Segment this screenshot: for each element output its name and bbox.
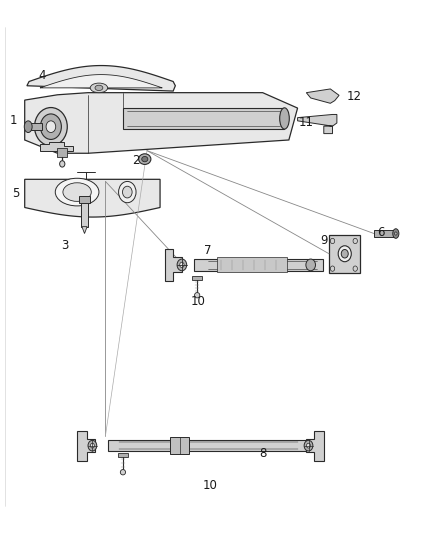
Bar (192, 276, 202, 280)
Polygon shape (25, 93, 297, 154)
Ellipse shape (40, 114, 61, 140)
Ellipse shape (24, 121, 32, 133)
Polygon shape (82, 227, 87, 233)
Bar (194, 259, 323, 271)
Bar (374, 230, 395, 237)
Text: 5: 5 (12, 187, 20, 200)
Polygon shape (306, 431, 324, 461)
Bar (170, 437, 189, 454)
Ellipse shape (142, 157, 148, 162)
Polygon shape (40, 142, 73, 151)
Ellipse shape (307, 443, 311, 448)
Ellipse shape (63, 183, 91, 201)
Ellipse shape (88, 440, 97, 451)
Text: 2: 2 (132, 154, 140, 167)
Polygon shape (165, 249, 182, 281)
Ellipse shape (304, 440, 313, 451)
Ellipse shape (90, 83, 108, 93)
Polygon shape (77, 431, 95, 461)
Text: 7: 7 (205, 244, 212, 257)
Polygon shape (27, 66, 175, 91)
Ellipse shape (395, 232, 397, 235)
Ellipse shape (55, 178, 99, 206)
Ellipse shape (180, 262, 184, 268)
Ellipse shape (139, 154, 151, 165)
Ellipse shape (280, 108, 289, 129)
Polygon shape (297, 115, 337, 134)
Bar (29, 123, 42, 131)
Ellipse shape (353, 266, 357, 271)
Polygon shape (40, 75, 162, 88)
Bar (57, 149, 67, 157)
Bar (217, 257, 287, 272)
Ellipse shape (330, 266, 335, 271)
Text: 1: 1 (10, 114, 18, 127)
Ellipse shape (90, 443, 94, 448)
Ellipse shape (95, 85, 103, 91)
Text: 4: 4 (39, 69, 46, 82)
Ellipse shape (330, 238, 335, 244)
Bar (81, 201, 88, 227)
Polygon shape (25, 179, 160, 217)
Ellipse shape (60, 161, 65, 167)
Ellipse shape (119, 181, 136, 203)
Ellipse shape (194, 293, 200, 298)
Text: 11: 11 (299, 117, 314, 130)
Ellipse shape (177, 259, 187, 271)
Ellipse shape (353, 238, 357, 244)
Text: 8: 8 (259, 447, 266, 460)
Bar (329, 235, 360, 273)
Text: 10: 10 (191, 295, 206, 308)
Ellipse shape (338, 246, 351, 262)
Ellipse shape (341, 249, 348, 258)
Text: 3: 3 (62, 239, 69, 252)
Bar (108, 440, 313, 451)
Ellipse shape (35, 108, 67, 146)
Text: 10: 10 (203, 479, 218, 492)
Bar (123, 108, 285, 129)
Polygon shape (306, 89, 339, 103)
Bar (118, 453, 128, 457)
Bar (79, 196, 90, 203)
Ellipse shape (123, 186, 132, 198)
Ellipse shape (46, 121, 56, 133)
Text: 12: 12 (347, 90, 362, 103)
Text: 9: 9 (320, 235, 328, 247)
Ellipse shape (120, 470, 126, 475)
Ellipse shape (306, 259, 315, 271)
Ellipse shape (393, 229, 399, 238)
Text: 6: 6 (377, 226, 384, 239)
